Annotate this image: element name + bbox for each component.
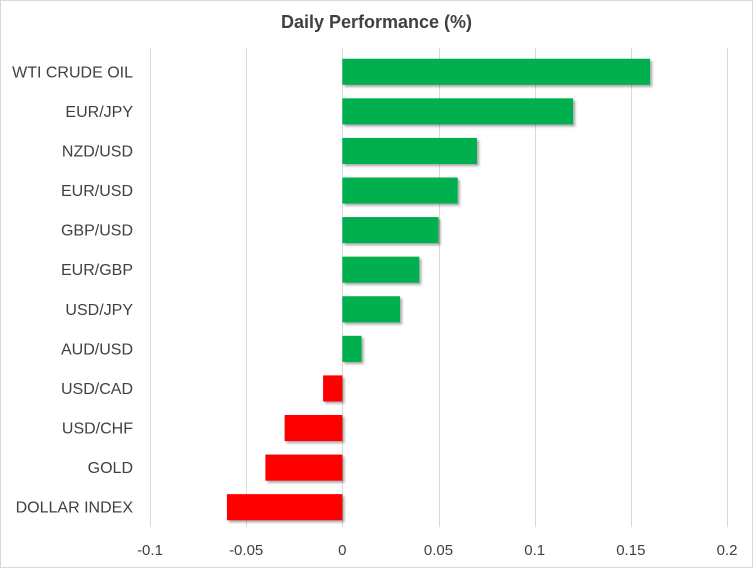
category-label: WTI CRUDE OIL [12,64,133,81]
category-label: AUD/USD [61,341,133,358]
bar-eur-usd [342,177,458,204]
category-label: NZD/USD [62,143,133,160]
bar-gold [265,454,343,481]
category-label: USD/JPY [65,302,133,319]
x-tick-label: -0.05 [229,542,263,559]
x-axis-tick-labels: -0.1 -0.05 0 0.05 0.1 0.15 0.2 [137,542,737,559]
x-tick-label: 0.05 [424,542,453,559]
bar-nzd-usd [342,137,477,165]
bar-eur-jpy [342,98,574,125]
bar-aud-usd [342,335,362,362]
category-label: EUR/GBP [61,262,133,279]
category-label: GOLD [88,460,133,477]
category-label: USD/CAD [61,381,133,398]
category-label: USD/CHF [62,421,133,438]
bar-gbp-usd [342,217,439,244]
x-tick-label: 0.1 [524,542,545,559]
bar-wti-crude-oil [342,58,651,85]
x-tick-label: 0.15 [616,542,645,559]
category-label: DOLLAR INDEX [16,500,134,517]
bar-usd-jpy [342,296,401,323]
grid-lines [150,48,728,527]
bars [226,58,651,521]
bar-dollar-index [226,494,343,521]
x-tick-label: 0.2 [717,542,738,559]
category-label: EUR/JPY [65,104,133,121]
x-tick-label: 0 [338,542,346,559]
chart-title: Daily Performance (%) [280,12,473,32]
bar-usd-cad [323,375,343,402]
category-label: GBP/USD [61,223,133,240]
category-labels: WTI CRUDE OIL EUR/JPY NZD/USD EUR/USD GBP/US… [12,64,133,516]
category-label: EUR/USD [61,183,133,200]
x-tick-label: -0.1 [137,542,163,559]
bar-eur-gbp [342,256,420,283]
bar-usd-chf [284,414,343,442]
